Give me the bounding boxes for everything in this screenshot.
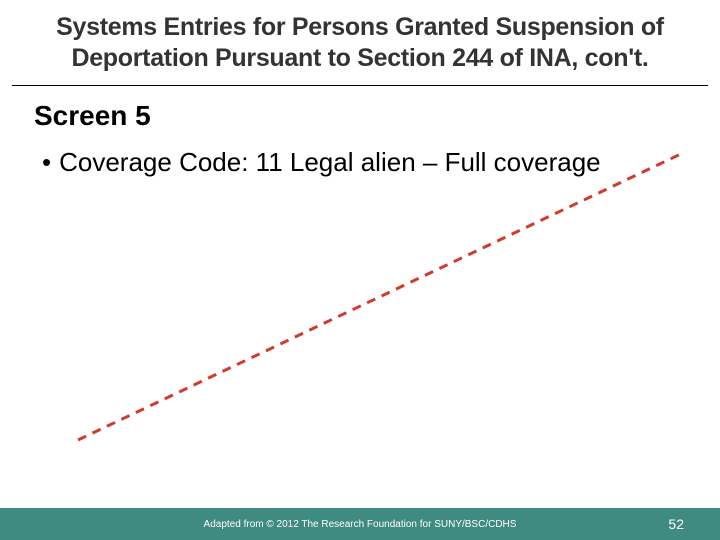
slide-title: Systems Entries for Persons Granted Susp… (52, 12, 668, 75)
page-number: 52 (668, 516, 684, 532)
strike-line-path (78, 152, 685, 440)
bullet-item: • Coverage Code: 11 Legal alien – Full c… (34, 146, 690, 179)
bullet-marker: • (42, 146, 51, 179)
screen-label: Screen 5 (34, 100, 690, 132)
slide-title-block: Systems Entries for Persons Granted Susp… (12, 0, 708, 86)
footer-text: Adapted from © 2012 The Research Foundat… (204, 519, 517, 530)
footer-bar: Adapted from © 2012 The Research Foundat… (0, 508, 720, 540)
slide-body: Screen 5 • Coverage Code: 11 Legal alien… (0, 86, 720, 179)
bullet-text: Coverage Code: 11 Legal alien – Full cov… (59, 146, 601, 179)
